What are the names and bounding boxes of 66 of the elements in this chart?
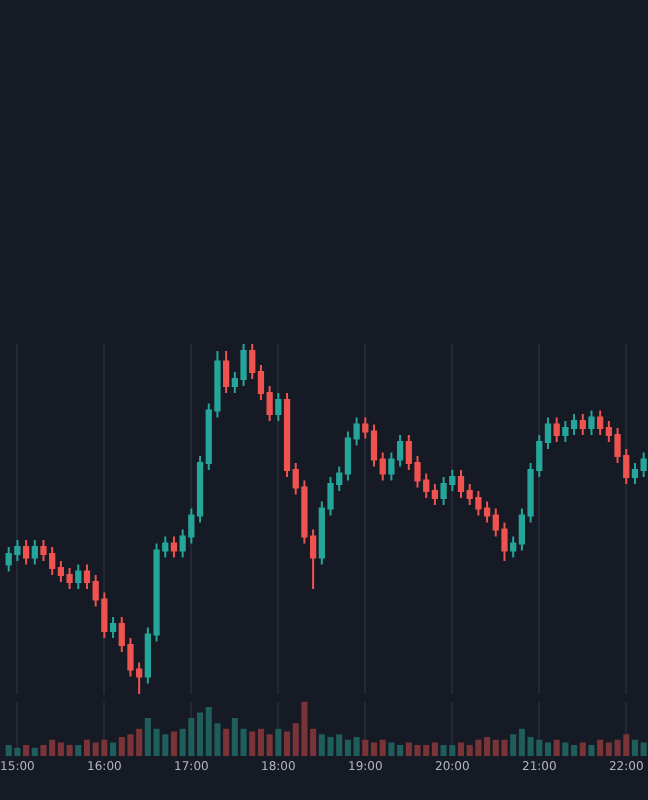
candlestick bbox=[75, 563, 82, 590]
bar bbox=[31, 747, 38, 756]
candlestick bbox=[597, 409, 604, 436]
bar bbox=[162, 734, 169, 756]
bar bbox=[283, 731, 291, 756]
bar bbox=[92, 742, 99, 756]
candlestick bbox=[579, 412, 586, 436]
bar bbox=[640, 742, 647, 756]
candlestick bbox=[240, 343, 247, 387]
candlestick bbox=[223, 349, 230, 394]
bar bbox=[388, 742, 395, 756]
bar bbox=[457, 742, 465, 756]
bar bbox=[475, 739, 482, 756]
bar bbox=[170, 731, 177, 756]
candlestick bbox=[109, 616, 117, 639]
bar bbox=[431, 742, 438, 756]
candlestick bbox=[457, 469, 465, 499]
candlestick bbox=[553, 416, 560, 443]
bar bbox=[501, 739, 508, 756]
candlestick bbox=[275, 391, 282, 422]
bar bbox=[110, 742, 117, 756]
bar bbox=[527, 736, 534, 756]
bar bbox=[301, 701, 308, 756]
bar bbox=[362, 739, 369, 756]
bar bbox=[327, 736, 334, 756]
bar bbox=[414, 745, 421, 756]
bar bbox=[440, 745, 447, 756]
bar bbox=[127, 734, 134, 756]
bar bbox=[588, 745, 595, 756]
candlestick bbox=[588, 409, 595, 436]
bar bbox=[23, 745, 30, 756]
bar bbox=[188, 717, 195, 756]
candlestick bbox=[66, 567, 73, 590]
bar bbox=[544, 742, 552, 756]
bar bbox=[249, 731, 256, 756]
candlestick bbox=[440, 476, 447, 506]
bar bbox=[449, 745, 456, 756]
bar bbox=[40, 745, 47, 756]
bar bbox=[614, 739, 621, 756]
candlestick bbox=[475, 490, 482, 517]
bar bbox=[5, 745, 12, 756]
bar bbox=[275, 728, 282, 756]
bar bbox=[66, 745, 73, 756]
bar bbox=[623, 734, 630, 756]
bar bbox=[379, 739, 386, 756]
bar bbox=[353, 736, 360, 756]
bar bbox=[562, 742, 569, 756]
bar bbox=[597, 739, 604, 756]
candlestick bbox=[170, 535, 178, 559]
candlestick bbox=[640, 451, 647, 478]
bar bbox=[266, 734, 273, 756]
candlestick bbox=[22, 539, 30, 566]
bar bbox=[553, 739, 560, 756]
bar bbox=[536, 739, 543, 756]
candlestick bbox=[31, 539, 38, 566]
candlestick bbox=[570, 412, 578, 436]
bar bbox=[75, 745, 82, 756]
bar bbox=[14, 747, 21, 756]
candlestick bbox=[562, 419, 569, 443]
bar bbox=[466, 745, 473, 756]
bar bbox=[510, 734, 517, 756]
bar bbox=[101, 739, 108, 756]
bar bbox=[370, 742, 378, 756]
bar bbox=[223, 728, 230, 756]
bar bbox=[83, 739, 91, 756]
bar bbox=[579, 742, 586, 756]
